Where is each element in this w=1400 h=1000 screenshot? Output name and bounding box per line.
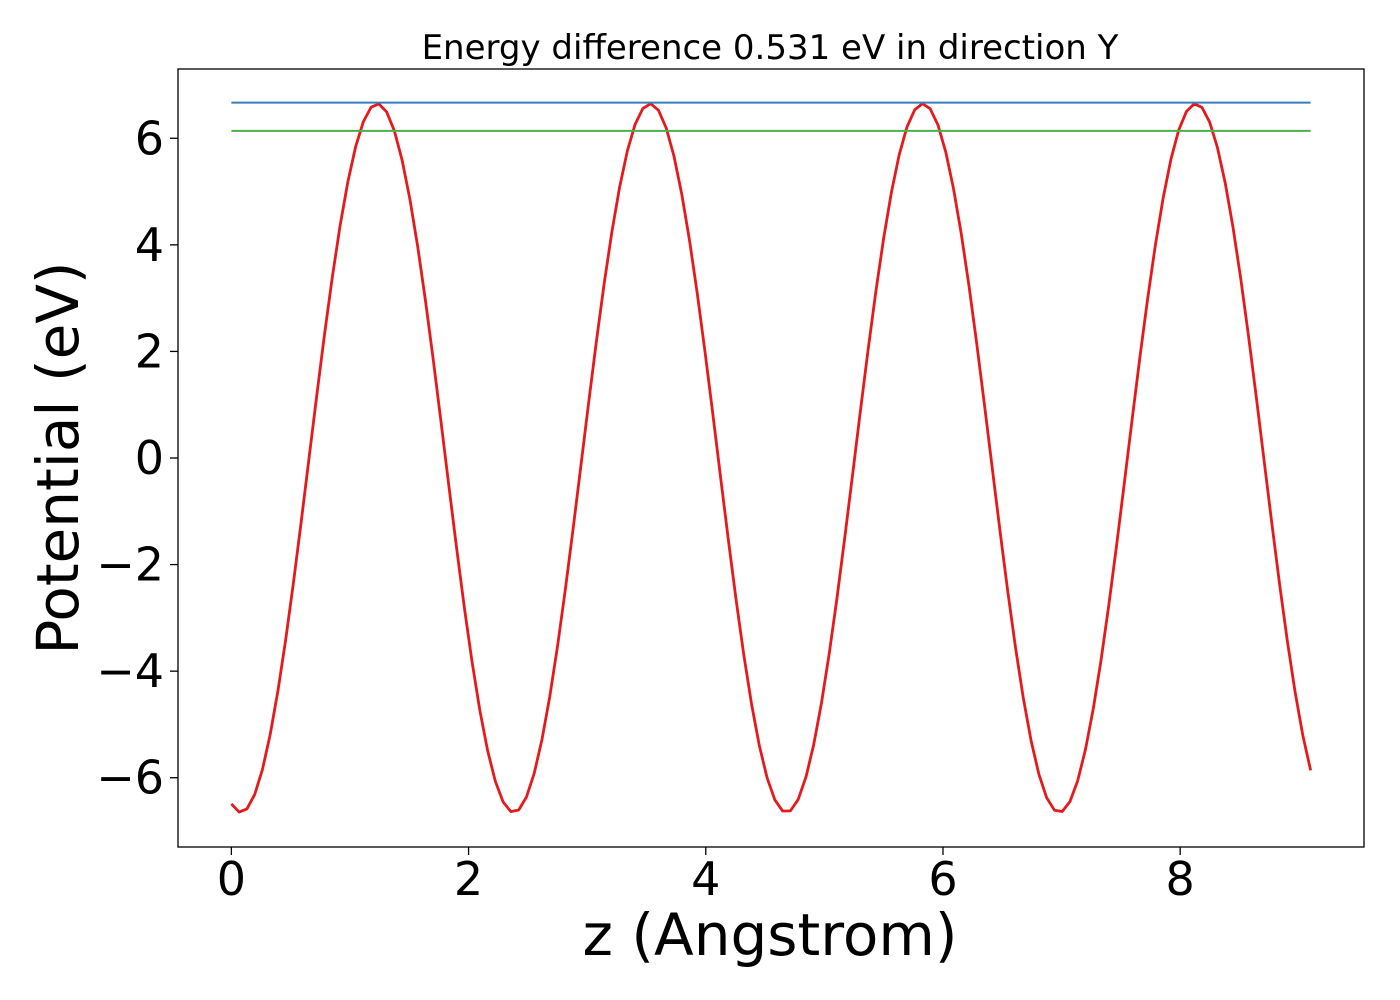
x-axis-ticks: 0 2 4 6 8 [217, 847, 1195, 906]
y-tick-label: −2 [96, 538, 164, 592]
x-tick-label: 8 [1166, 852, 1195, 906]
series-layer [230, 101, 1312, 814]
y-tick-label: 0 [135, 431, 164, 485]
y-tick-label: 4 [135, 218, 164, 272]
y-axis-label: Potential (eV) [24, 261, 92, 654]
chart-title: Energy difference 0.531 eV in direction … [422, 28, 1119, 68]
y-tick-label: 6 [135, 111, 164, 165]
x-tick-label: 2 [454, 852, 483, 906]
y-tick-label: −6 [96, 751, 164, 805]
x-tick-label: 0 [217, 852, 246, 906]
plot-area-frame [177, 68, 1365, 848]
y-tick-label: −4 [96, 644, 164, 698]
y-axis-ticks: −6 −4 −2 0 2 4 6 [96, 111, 178, 805]
x-tick-label: 4 [691, 852, 720, 906]
x-axis-label: z (Angstrom) [583, 901, 958, 969]
y-tick-label: 2 [135, 324, 164, 378]
x-tick-label: 6 [928, 852, 957, 906]
series-line-potential [230, 102, 1312, 814]
